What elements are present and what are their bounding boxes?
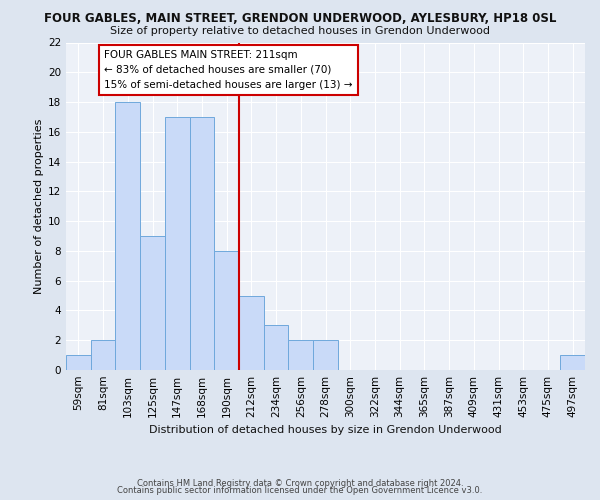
Y-axis label: Number of detached properties: Number of detached properties [34, 118, 44, 294]
Text: Size of property relative to detached houses in Grendon Underwood: Size of property relative to detached ho… [110, 26, 490, 36]
X-axis label: Distribution of detached houses by size in Grendon Underwood: Distribution of detached houses by size … [149, 426, 502, 436]
Bar [289, 340, 313, 370]
Bar [91, 340, 115, 370]
Bar [115, 102, 140, 370]
Bar [239, 296, 264, 370]
Text: Contains public sector information licensed under the Open Government Licence v3: Contains public sector information licen… [118, 486, 482, 495]
Bar [140, 236, 165, 370]
Bar [66, 355, 91, 370]
Text: FOUR GABLES MAIN STREET: 211sqm
← 83% of detached houses are smaller (70)
15% of: FOUR GABLES MAIN STREET: 211sqm ← 83% of… [104, 50, 353, 90]
Bar [313, 340, 338, 370]
Bar [560, 355, 585, 370]
Bar [190, 117, 214, 370]
Bar [165, 117, 190, 370]
Bar [264, 326, 289, 370]
Text: FOUR GABLES, MAIN STREET, GRENDON UNDERWOOD, AYLESBURY, HP18 0SL: FOUR GABLES, MAIN STREET, GRENDON UNDERW… [44, 12, 556, 24]
Text: Contains HM Land Registry data © Crown copyright and database right 2024.: Contains HM Land Registry data © Crown c… [137, 478, 463, 488]
Bar [214, 251, 239, 370]
